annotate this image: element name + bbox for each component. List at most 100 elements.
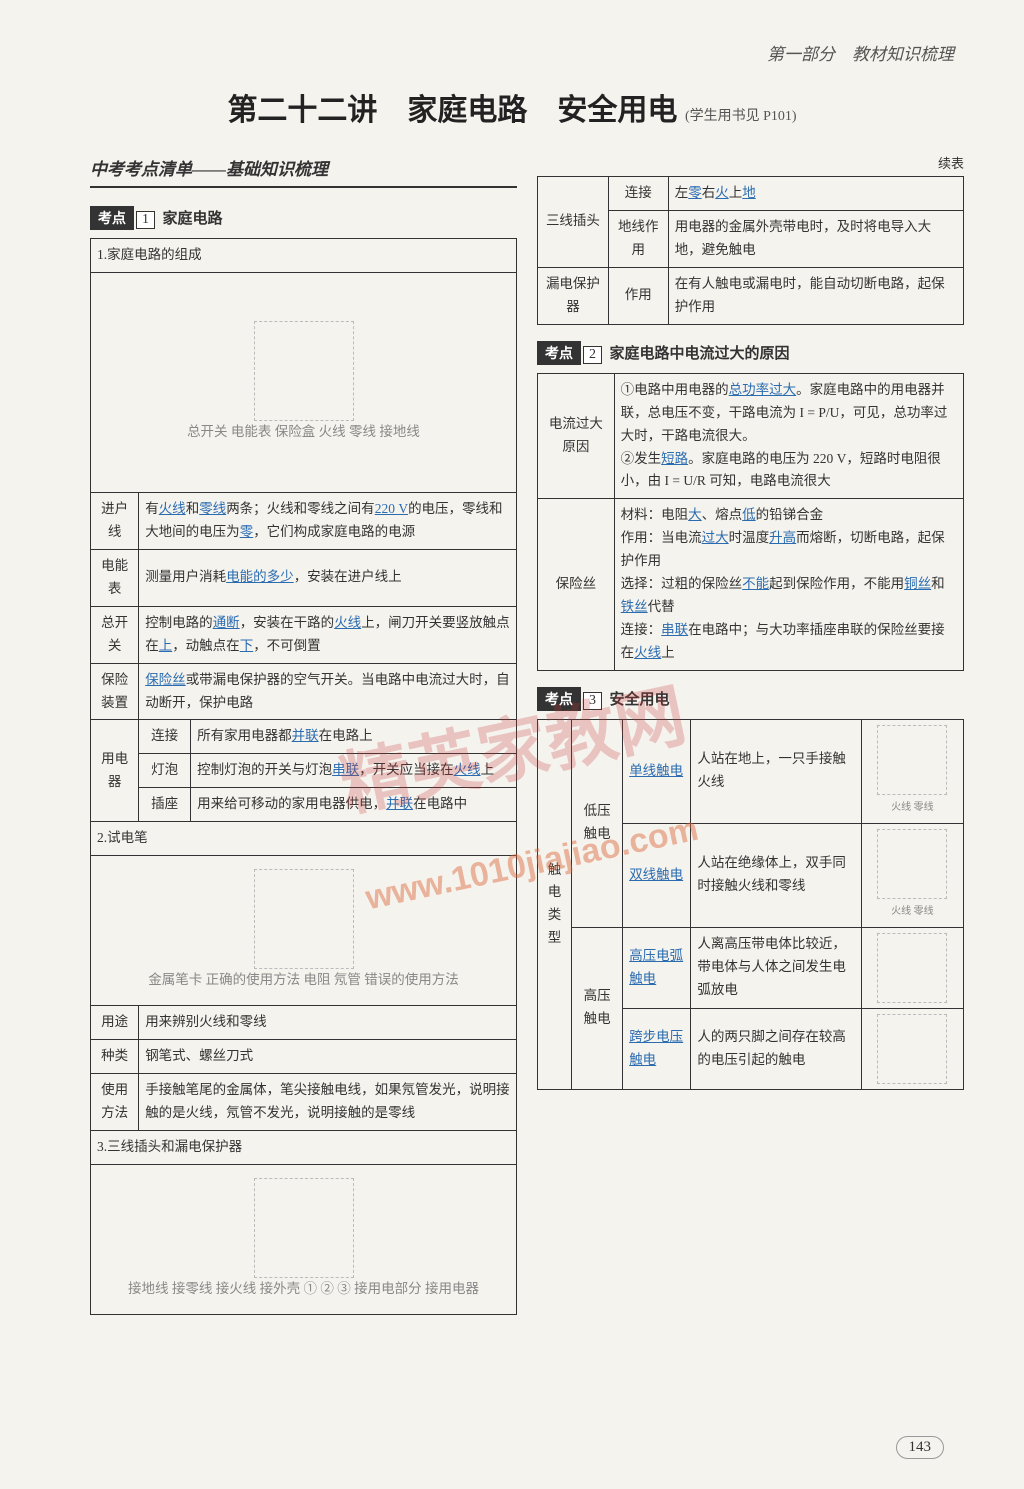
right-column: 续表 三线插头 连接 左零右火上地 地线作用 用电器的金属外壳带电时，及时将电导… — [537, 149, 964, 1323]
t: 或带漏电保护器的空气开关。当电路中电流过大时，自动断开，保护电路 — [145, 672, 510, 710]
left-column: 中考考点清单——基础知识梳理 考点1 家庭电路 1.家庭电路的组成 总开关 电能… — [90, 149, 517, 1323]
content-wrap: 中考考点清单——基础知识梳理 考点1 家庭电路 1.家庭电路的组成 总开关 电能… — [0, 149, 1024, 1323]
kaodian-tag: 考点 — [537, 687, 581, 711]
danxian-img: 火线 零线 — [861, 719, 963, 823]
u: 火线 — [334, 615, 361, 630]
u: 双线触电 — [629, 867, 683, 882]
zhonglei-text: 钢笔式、螺丝刀式 — [139, 1040, 517, 1074]
u: 跨步电压触电 — [629, 1029, 683, 1067]
kaodian-tag: 考点 — [537, 341, 581, 365]
section-label: 第一部分 教材知识梳理 — [767, 45, 954, 64]
u: 通断 — [213, 615, 240, 630]
dianneng-label: 电能表 — [91, 549, 139, 606]
u: 零 — [240, 524, 254, 539]
yongtu-label: 用途 — [91, 1006, 139, 1040]
dengpao-label: 灯泡 — [139, 754, 191, 788]
baoxian-text: 保险丝或带漏电保护器的空气开关。当电路中电流过大时，自动断开，保护电路 — [139, 663, 517, 720]
t: ②发生 — [621, 451, 662, 466]
sanxian-label: 3.三线插头和漏电保护器 — [91, 1130, 517, 1164]
u: 并联 — [386, 796, 413, 811]
t: 所有家用电器都 — [197, 728, 292, 743]
u: 火线 — [634, 645, 661, 660]
circuit-diagram-icon — [254, 321, 354, 421]
shibi-diagram-icon — [254, 869, 354, 969]
jinhu-label: 进户线 — [91, 492, 139, 549]
t: 测量用户消耗 — [145, 569, 226, 584]
kaodian-num: 1 — [136, 211, 155, 229]
row-compose-label: 1.家庭电路的组成 — [91, 239, 517, 273]
main-title: 第二十二讲 家庭电路 安全用电 (学生用书见 P101) — [0, 75, 1024, 149]
t: 在电路中 — [413, 796, 467, 811]
shiyong-label: 使用方法 — [91, 1074, 139, 1131]
baoxiansi-text: 材料：电阻大、熔点低的铅锑合金 作用：当电流过大时温度升高而熔断，切断电路，起保… — [614, 499, 963, 671]
dianneng-text: 测量用户消耗电能的多少，安装在进户线上 — [139, 549, 517, 606]
t: ①电路中用电器的 — [621, 382, 729, 397]
u: 总功率过大 — [729, 382, 797, 397]
shibi-label: 2.试电笔 — [91, 822, 517, 856]
danxian-text: 人站在地上，一只手接触火线 — [691, 719, 861, 823]
t: ，开关应当接在 — [359, 762, 454, 777]
t: 上 — [729, 185, 743, 200]
t: 上 — [661, 645, 675, 660]
u: 高压电弧触电 — [629, 948, 683, 986]
section-heading: 中考考点清单——基础知识梳理 — [90, 149, 517, 188]
img-labels: 火线 零线 — [891, 802, 934, 813]
kuabu-img — [861, 1008, 963, 1089]
t: 选择：过粗的保险丝 — [621, 576, 743, 591]
u: 下 — [240, 638, 254, 653]
u: 火线 — [159, 501, 186, 516]
t: 控制电路的 — [145, 615, 213, 630]
u: 零线 — [199, 501, 226, 516]
kuabu-text: 人的两只脚之间存在较高的电压引起的触电 — [691, 1008, 861, 1089]
t: 时温度 — [729, 530, 770, 545]
sanxian-lianjie-label: 连接 — [608, 177, 668, 211]
sanxian-diagram-labels: 接地线 接零线 接火线 接外壳 ① ② ③ 接用电部分 接用电器 — [128, 1281, 479, 1296]
kuabu-icon — [877, 1014, 947, 1084]
t: 代替 — [648, 599, 675, 614]
cd-types-label: 触电类型 — [538, 719, 572, 1089]
kaodian-2-header: 考点2 家庭电路中电流过大的原因 — [537, 333, 964, 373]
t: 右 — [702, 185, 716, 200]
u: 地 — [742, 185, 756, 200]
u: 不能 — [742, 576, 769, 591]
table-safety: 触电类型 低压触电 单线触电 人站在地上，一只手接触火线 火线 零线 双线触电 … — [537, 719, 964, 1090]
u: 220 V — [375, 501, 408, 516]
t: 和 — [186, 501, 200, 516]
u: 铁丝 — [621, 599, 648, 614]
loudian-label: 漏电保护器 — [538, 267, 609, 324]
t: ，动触点在 — [172, 638, 240, 653]
u: 串联 — [661, 622, 688, 637]
t: 的铅锑合金 — [756, 507, 824, 522]
kaodian-title: 安全用电 — [610, 692, 670, 708]
baoxiansi-label: 保险丝 — [538, 499, 615, 671]
table-sanxian-continued: 三线插头 连接 左零右火上地 地线作用 用电器的金属外壳带电时，及时将电导入大地… — [537, 176, 964, 325]
diya-label: 低压触电 — [572, 719, 623, 927]
continued-label: 续表 — [537, 149, 964, 176]
sanxian-diagram: 接地线 接零线 接火线 接外壳 ① ② ③ 接用电部分 接用电器 — [91, 1164, 517, 1314]
u: 火线 — [454, 762, 481, 777]
loudian-zuoyong-label: 作用 — [608, 267, 668, 324]
u: 电能的多少 — [226, 569, 294, 584]
t: ，安装在干路的 — [240, 615, 335, 630]
shuangxian-icon — [877, 829, 947, 899]
kaodian-num: 3 — [583, 692, 602, 710]
sanxian-label: 三线插头 — [538, 177, 609, 268]
t: 控制灯泡的开关与灯泡 — [197, 762, 332, 777]
t: ，不可倒置 — [253, 638, 321, 653]
u: 火 — [715, 185, 729, 200]
t: 连接： — [621, 622, 662, 637]
t: 材料：电阻 — [621, 507, 689, 522]
title-note: (学生用书见 P101) — [685, 109, 797, 124]
jinhu-text: 有火线和零线两条；火线和零线之间有220 V的电压，零线和大地间的电压为零，它们… — [139, 492, 517, 549]
danxian-icon — [877, 725, 947, 795]
u: 上 — [159, 638, 173, 653]
u: 单线触电 — [629, 763, 683, 778]
zongkaiguan-label: 总开关 — [91, 606, 139, 663]
gaoyahu-text: 人离高压带电体比较近，带电体与人体之间发生电弧放电 — [691, 927, 861, 1008]
lianjie-label: 连接 — [139, 720, 191, 754]
t: 上 — [481, 762, 495, 777]
t: 、熔点 — [702, 507, 743, 522]
t: 在电路上 — [319, 728, 373, 743]
t: 两条；火线和零线之间有 — [226, 501, 375, 516]
u: 升高 — [769, 530, 796, 545]
